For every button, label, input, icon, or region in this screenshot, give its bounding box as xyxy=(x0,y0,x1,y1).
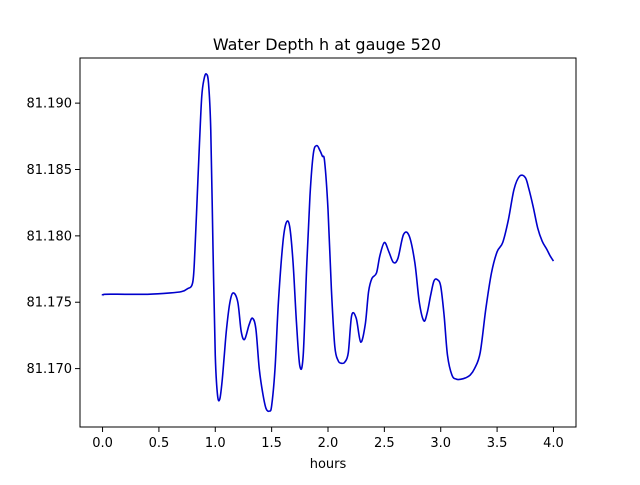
plot-area xyxy=(101,73,555,413)
x-tick-label: 4.0 xyxy=(543,436,564,451)
x-tick-label: 1.5 xyxy=(261,436,282,451)
x-axis-label: hours xyxy=(310,457,347,472)
y-tick-label: 81.180 xyxy=(27,229,73,244)
y-tick-label: 81.170 xyxy=(27,362,73,377)
x-tick-label: 3.0 xyxy=(430,436,451,451)
x-tick-label: 0.0 xyxy=(92,436,113,451)
y-tick-label: 81.185 xyxy=(27,163,73,178)
x-tick-label: 0.5 xyxy=(149,436,170,451)
y-axis: 81.170 81.175 81.180 81.185 81.190 xyxy=(27,97,80,377)
x-tick-label: 3.5 xyxy=(487,436,508,451)
x-tick-label: 2.0 xyxy=(318,436,339,451)
plot-frame xyxy=(79,57,577,428)
x-tick-label: 2.5 xyxy=(374,436,395,451)
series-line-0 xyxy=(101,73,555,413)
x-axis: 0.0 0.5 1.0 1.5 2.0 2.5 3.0 3.5 4.0 xyxy=(92,427,564,451)
chart-title: Water Depth h at gauge 520 xyxy=(213,35,441,54)
x-tick-label: 1.0 xyxy=(205,436,226,451)
y-tick-label: 81.190 xyxy=(27,97,73,112)
y-tick-label: 81.175 xyxy=(27,296,73,311)
